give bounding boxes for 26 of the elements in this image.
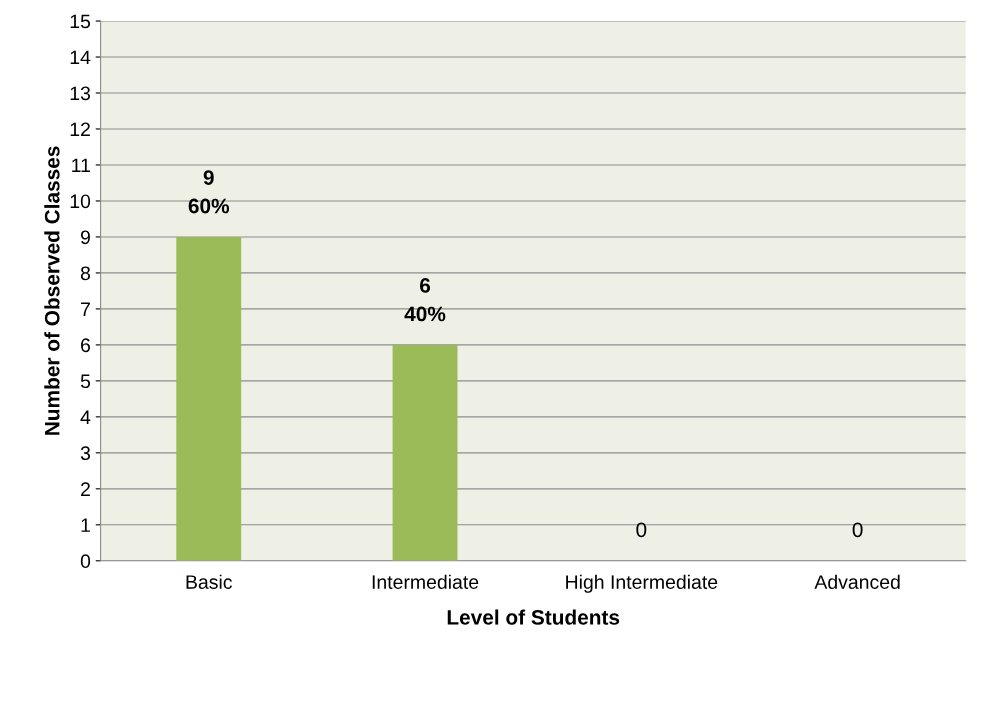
y-tick-label: 6 — [81, 338, 91, 353]
data-label: 0 — [852, 522, 863, 538]
x-tick-label: High Intermediate — [566, 574, 718, 593]
y-tick-label: 2 — [81, 482, 90, 496]
y-tick-label: 0 — [80, 554, 91, 569]
y-tick-label: 8 — [80, 266, 91, 281]
y-tick-label: 4 — [80, 410, 91, 424]
data-label: 9 60% — [188, 170, 230, 214]
data-label: 0 — [636, 522, 647, 538]
y-tick-label: 14 — [70, 50, 91, 65]
data-label: 6 40% — [404, 278, 446, 322]
y-tick-label: 13 — [70, 86, 91, 101]
y-tick-label: 10 — [70, 194, 91, 209]
y-tick-label: 9 — [80, 230, 90, 245]
x-tick-label: Intermediate — [372, 574, 479, 589]
x-tick-label: Basic — [186, 574, 233, 589]
x-tick-label: Advanced — [814, 574, 900, 589]
y-tick-label: 11 — [72, 158, 90, 173]
y-axis-title: Number of Observed Classes — [44, 146, 60, 435]
y-tick-label: 1 — [81, 518, 90, 532]
y-tick-label: 5 — [80, 374, 91, 389]
y-tick-label: 15 — [70, 14, 91, 29]
x-axis-title: Level of Students — [447, 609, 620, 625]
y-tick-label: 12 — [70, 122, 90, 137]
y-tick-label: 3 — [80, 446, 91, 461]
y-tick-label: 7 — [81, 302, 90, 316]
